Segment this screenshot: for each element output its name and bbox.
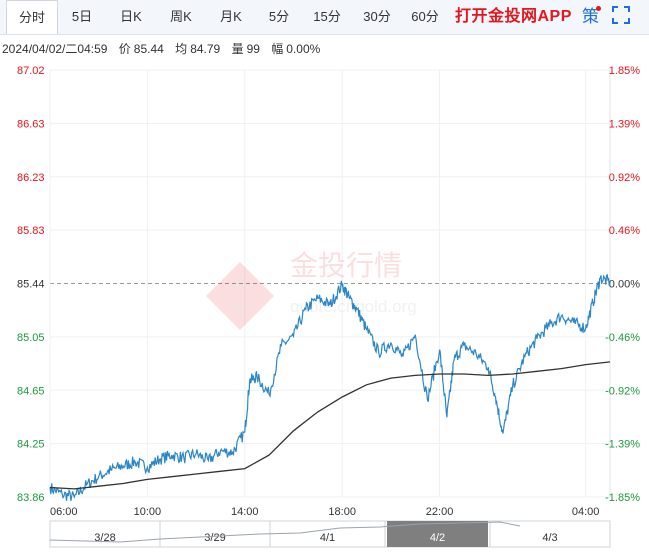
y-tick-label: 83.86	[17, 492, 45, 504]
avg-value: 84.79	[190, 42, 221, 56]
volume-value: 99	[246, 42, 260, 56]
navigator-label: 4/1	[320, 532, 335, 544]
y-tick-label: 85.83	[17, 225, 45, 237]
x-tick-label: 18:00	[328, 506, 356, 518]
chart-grid	[49, 69, 611, 498]
x-tick-label: 06:00	[50, 506, 78, 518]
tab-intraday[interactable]: 分时	[6, 0, 58, 34]
y-tick-label-right: 0.46%	[609, 225, 640, 237]
change-label: 幅	[271, 42, 284, 56]
quote-info-bar: 2024/04/02/二04:59 价 85.44 均 84.79 量 99 幅 0.0…	[2, 40, 328, 57]
watermark-brand: 金投行情	[290, 250, 402, 281]
navigator-label: 4/3	[542, 532, 557, 544]
y-tick-label-right: 0.00%	[609, 279, 640, 291]
average-line	[49, 361, 611, 490]
y-tick-label: 84.25	[17, 439, 45, 451]
tab-30min[interactable]: 30分	[363, 9, 391, 24]
y-tick-label-right: -0.92%	[605, 385, 640, 397]
y-tick-label: 86.23	[17, 172, 45, 184]
period-toolbar: 分时 5日 日K 周K 月K 5分 15分 30分 60分 打开金投网APP 策	[0, 0, 649, 35]
change-value: 0.00%	[286, 42, 321, 56]
tab-15min[interactable]: 15分	[313, 9, 341, 24]
watermark-logo	[206, 262, 274, 330]
tab-5min[interactable]: 5分	[268, 9, 290, 24]
quote-datetime: 2024/04/02/二04:59	[2, 42, 108, 56]
y-tick-label: 85.05	[17, 332, 45, 344]
tab-daily-k[interactable]: 日K	[120, 9, 142, 24]
price-line	[49, 273, 611, 501]
price-value: 85.44	[133, 42, 164, 56]
y-tick-label: 86.63	[17, 118, 45, 130]
fullscreen-icon[interactable]	[612, 6, 630, 28]
y-tick-label: 87.02	[17, 65, 45, 77]
tab-60min[interactable]: 60分	[411, 9, 439, 24]
strategy-icon[interactable]: 策	[582, 7, 599, 26]
notification-dot	[596, 6, 601, 11]
tab-5day[interactable]: 5日	[71, 9, 93, 24]
price-label: 价	[118, 42, 131, 56]
navigator-trace	[49, 521, 521, 543]
y-tick-label: 84.65	[17, 385, 45, 397]
volume-label: 量	[231, 42, 244, 56]
y-tick-label-right: 0.92%	[609, 172, 640, 184]
time-navigator: 3/28 3/29 4/1 4/2 4/3	[49, 520, 611, 548]
navigator-label: 3/29	[204, 532, 225, 544]
tab-weekly-k[interactable]: 周K	[170, 9, 192, 24]
x-tick-label: 10:00	[134, 506, 162, 518]
open-app-link[interactable]: 打开金投网APP	[455, 8, 572, 25]
tab-monthly-k[interactable]: 月K	[220, 9, 242, 24]
y-tick-label-right: -0.46%	[605, 332, 640, 344]
x-tick-label: 14:00	[231, 506, 259, 518]
x-tick-label: 04:00	[572, 506, 600, 518]
watermark: 金投行情 quote.cngold.org	[206, 250, 417, 330]
y-tick-label-right: 1.39%	[609, 118, 640, 130]
avg-label: 均	[175, 42, 188, 56]
y-tick-label: 85.44	[17, 279, 45, 291]
y-tick-label-right: -1.39%	[605, 439, 640, 451]
y-tick-label-right: -1.85%	[605, 492, 640, 504]
y-tick-label-right: 1.85%	[609, 65, 640, 77]
x-tick-label: 22:00	[426, 506, 454, 518]
navigator-label: 4/2	[430, 532, 445, 544]
